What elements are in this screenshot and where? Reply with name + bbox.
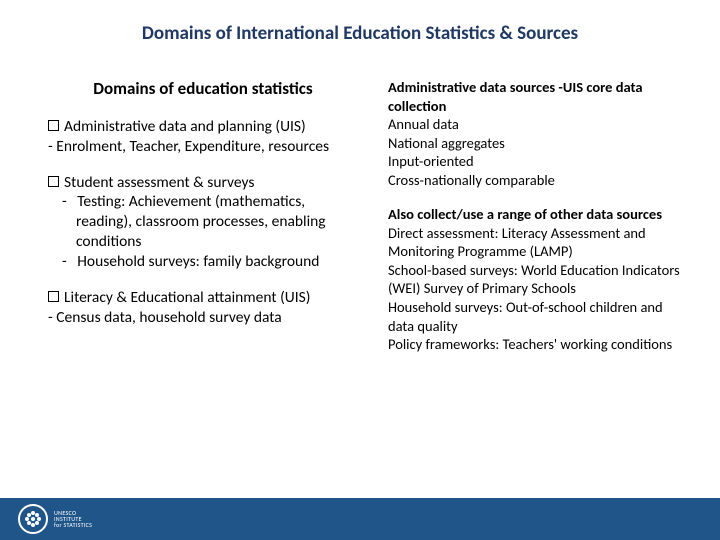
- checkbox-icon: [48, 291, 59, 302]
- right-column: Administrative data sources -UIS core da…: [388, 78, 688, 370]
- bullet-text: Student assessment & surveys: [64, 173, 254, 193]
- left-heading: Domains of education statistics: [48, 78, 358, 99]
- bullet-item: Student assessment & surveys: [48, 173, 358, 193]
- sub-line: - Household surveys: family background: [48, 252, 358, 272]
- right-block-0: Administrative data sources -UIS core da…: [388, 78, 688, 189]
- right-bold-heading: Also collect/use a range of other data s…: [388, 205, 688, 224]
- checkbox-icon: [48, 120, 59, 131]
- footer-bar: UNESCO INSTITUTE for STATISTICS: [0, 498, 720, 540]
- sub-line: - Testing: Achievement (mathematics, rea…: [48, 192, 358, 251]
- bullet-item: Literacy & Educational attainment (UIS): [48, 288, 358, 308]
- left-column: Domains of education statistics Administ…: [48, 78, 358, 343]
- footer-text-line: for STATISTICS: [54, 522, 92, 528]
- checkbox-icon: [48, 176, 59, 187]
- bullet-text: Literacy & Educational attainment (UIS): [64, 288, 310, 308]
- footer-logo-text: UNESCO INSTITUTE for STATISTICS: [54, 510, 92, 528]
- right-line: Input-oriented: [388, 152, 688, 171]
- right-line: Household surveys: Out-of-school childre…: [388, 298, 688, 335]
- left-group-1: Student assessment & surveys - Testing: …: [48, 173, 358, 272]
- left-group-0: Administrative data and planning (UIS) -…: [48, 117, 358, 157]
- page-title: Domains of International Education Stati…: [0, 22, 720, 45]
- right-block-1: Also collect/use a range of other data s…: [388, 205, 688, 353]
- sub-line: - Enrolment, Teacher, Expenditure, resou…: [48, 137, 358, 157]
- unesco-uis-logo-icon: [18, 504, 48, 534]
- right-line: Cross-nationally comparable: [388, 171, 688, 190]
- left-group-2: Literacy & Educational attainment (UIS) …: [48, 288, 358, 328]
- right-line: Direct assessment: Literacy Assessment a…: [388, 224, 688, 261]
- slide: Domains of International Education Stati…: [0, 0, 720, 540]
- right-bold-heading: Administrative data sources -UIS core da…: [388, 78, 688, 115]
- bullet-item: Administrative data and planning (UIS): [48, 117, 358, 137]
- right-line: Annual data: [388, 115, 688, 134]
- logo-inner-icon: [31, 517, 35, 521]
- right-line: School-based surveys: World Education In…: [388, 261, 688, 298]
- right-line: National aggregates: [388, 134, 688, 153]
- bullet-text: Administrative data and planning (UIS): [64, 117, 306, 137]
- right-line: Policy frameworks: Teachers' working con…: [388, 335, 688, 354]
- sub-line: - Census data, household survey data: [48, 308, 358, 328]
